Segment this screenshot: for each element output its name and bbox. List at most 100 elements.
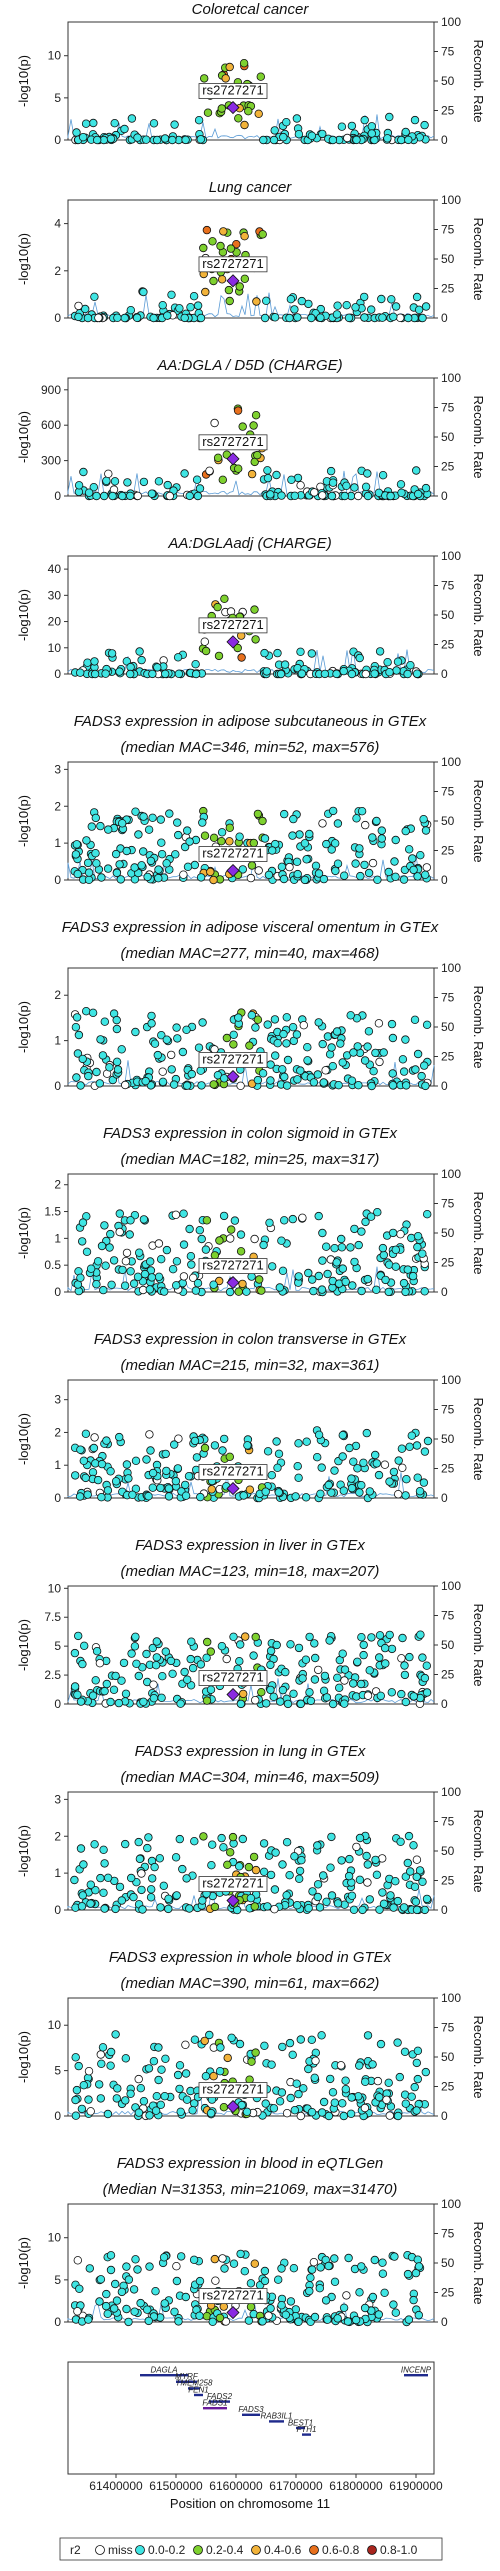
snp-point: [140, 1269, 150, 1279]
y2-tick-label: 25: [441, 2286, 455, 2300]
snp-point: [131, 2255, 140, 2264]
snp-point: [145, 2111, 154, 2120]
snp-point: [142, 1649, 151, 1659]
snp-point: [290, 305, 299, 314]
y2-tick-label: 50: [441, 430, 455, 444]
snp-point: [358, 1905, 367, 1915]
snp-point: [75, 2284, 84, 2293]
snp-point: [225, 296, 234, 306]
snp-point: [280, 1072, 289, 1082]
y2-tick-label: 0: [441, 489, 448, 503]
snp-point: [291, 1492, 300, 1501]
y-tick-label: 300: [41, 454, 61, 468]
snp-point: [233, 643, 242, 653]
snp-point: [293, 869, 302, 879]
snp-point: [90, 1840, 99, 1849]
snp-point: [263, 466, 272, 475]
snp-point: [180, 1480, 190, 1490]
snp-point: [411, 1897, 421, 1906]
y2-axis-label: Recomb. Rate: [471, 39, 486, 122]
snp-point: [73, 2307, 82, 2316]
snp-point: [147, 1874, 157, 1883]
snp-point: [250, 1234, 259, 1244]
snp-point: [318, 1256, 327, 1265]
snp-point: [175, 2084, 184, 2094]
snp-point: [225, 823, 234, 832]
snp-point: [328, 1061, 337, 1071]
snp-point: [363, 2031, 373, 2040]
gene-label: BEST1: [288, 2418, 313, 2427]
snp-point: [75, 1492, 85, 1501]
snp-point: [106, 2251, 116, 2260]
snp-point: [219, 1074, 229, 1083]
snp-point: [299, 2084, 308, 2093]
snp-point: [198, 818, 207, 827]
snp-point: [286, 1640, 295, 1649]
snp-point: [190, 1436, 200, 1446]
snp-point: [422, 1020, 432, 1030]
snp-point: [121, 2054, 130, 2063]
snp-point: [327, 1488, 336, 1497]
snp-point: [280, 809, 289, 819]
snp-point: [412, 466, 421, 475]
snp-point: [355, 1488, 364, 1497]
snp-point: [406, 661, 415, 670]
snp-point: [249, 1852, 259, 1862]
snp-point: [346, 1243, 355, 1252]
snp-point: [246, 2279, 256, 2288]
snp-point: [97, 873, 106, 882]
snp-point: [367, 1633, 376, 1642]
snp-point: [271, 1051, 280, 1060]
snp-point: [280, 660, 290, 669]
panel-8: FADS3 expression in colon transverse in …: [16, 1331, 486, 1505]
x-tick-label: 61900000: [389, 2479, 443, 2493]
snp-point: [174, 2317, 183, 2326]
snp-point: [401, 1697, 410, 1707]
snp-point: [206, 867, 215, 877]
snp-point: [412, 1441, 422, 1450]
snp-point: [126, 662, 135, 672]
snp-point: [173, 1034, 182, 1043]
snp-point: [378, 1243, 388, 1253]
snp-point: [330, 2277, 340, 2286]
snp-point: [167, 290, 176, 299]
snp-point: [197, 1081, 206, 1090]
snp-point: [360, 860, 369, 870]
snp-point: [351, 859, 360, 868]
snp-point: [319, 1871, 328, 1880]
snp-point: [152, 1637, 161, 1646]
snp-point: [370, 2255, 379, 2265]
snp-point: [375, 1057, 384, 1067]
snp-point: [193, 1278, 203, 1288]
snp-point: [420, 1061, 429, 1070]
snp-point: [375, 1905, 384, 1914]
snp-point: [409, 2295, 418, 2305]
legend-title: r2: [70, 2543, 81, 2557]
y-tick-label: 0: [54, 2315, 61, 2329]
snp-point: [172, 2261, 181, 2271]
snp-point: [375, 647, 385, 656]
snp-point: [307, 649, 316, 658]
snp-point: [353, 1657, 362, 1666]
snp-point: [409, 865, 418, 875]
snp-point: [245, 1041, 254, 1050]
snp-point: [342, 301, 351, 310]
snp-point: [383, 658, 392, 667]
snp-point: [254, 866, 263, 875]
snp-point: [393, 2111, 403, 2121]
panel-11: FADS3 expression in whole blood in GTEx (…: [16, 1949, 486, 2123]
snp-point: [79, 2080, 88, 2090]
snp-point: [313, 1070, 322, 1079]
snp-point: [292, 1030, 302, 1039]
snp-point: [361, 482, 371, 491]
snp-point: [384, 867, 393, 877]
snp-point: [111, 1477, 121, 1486]
snp-point: [313, 1452, 322, 1462]
snp-point: [360, 2103, 370, 2113]
snp-point: [78, 1054, 87, 1064]
snp-point: [404, 2315, 414, 2324]
y-tick-label: 600: [41, 418, 61, 432]
snp-point: [322, 1242, 331, 1251]
y-tick-label: 1: [54, 836, 61, 850]
snp-point: [288, 831, 297, 840]
